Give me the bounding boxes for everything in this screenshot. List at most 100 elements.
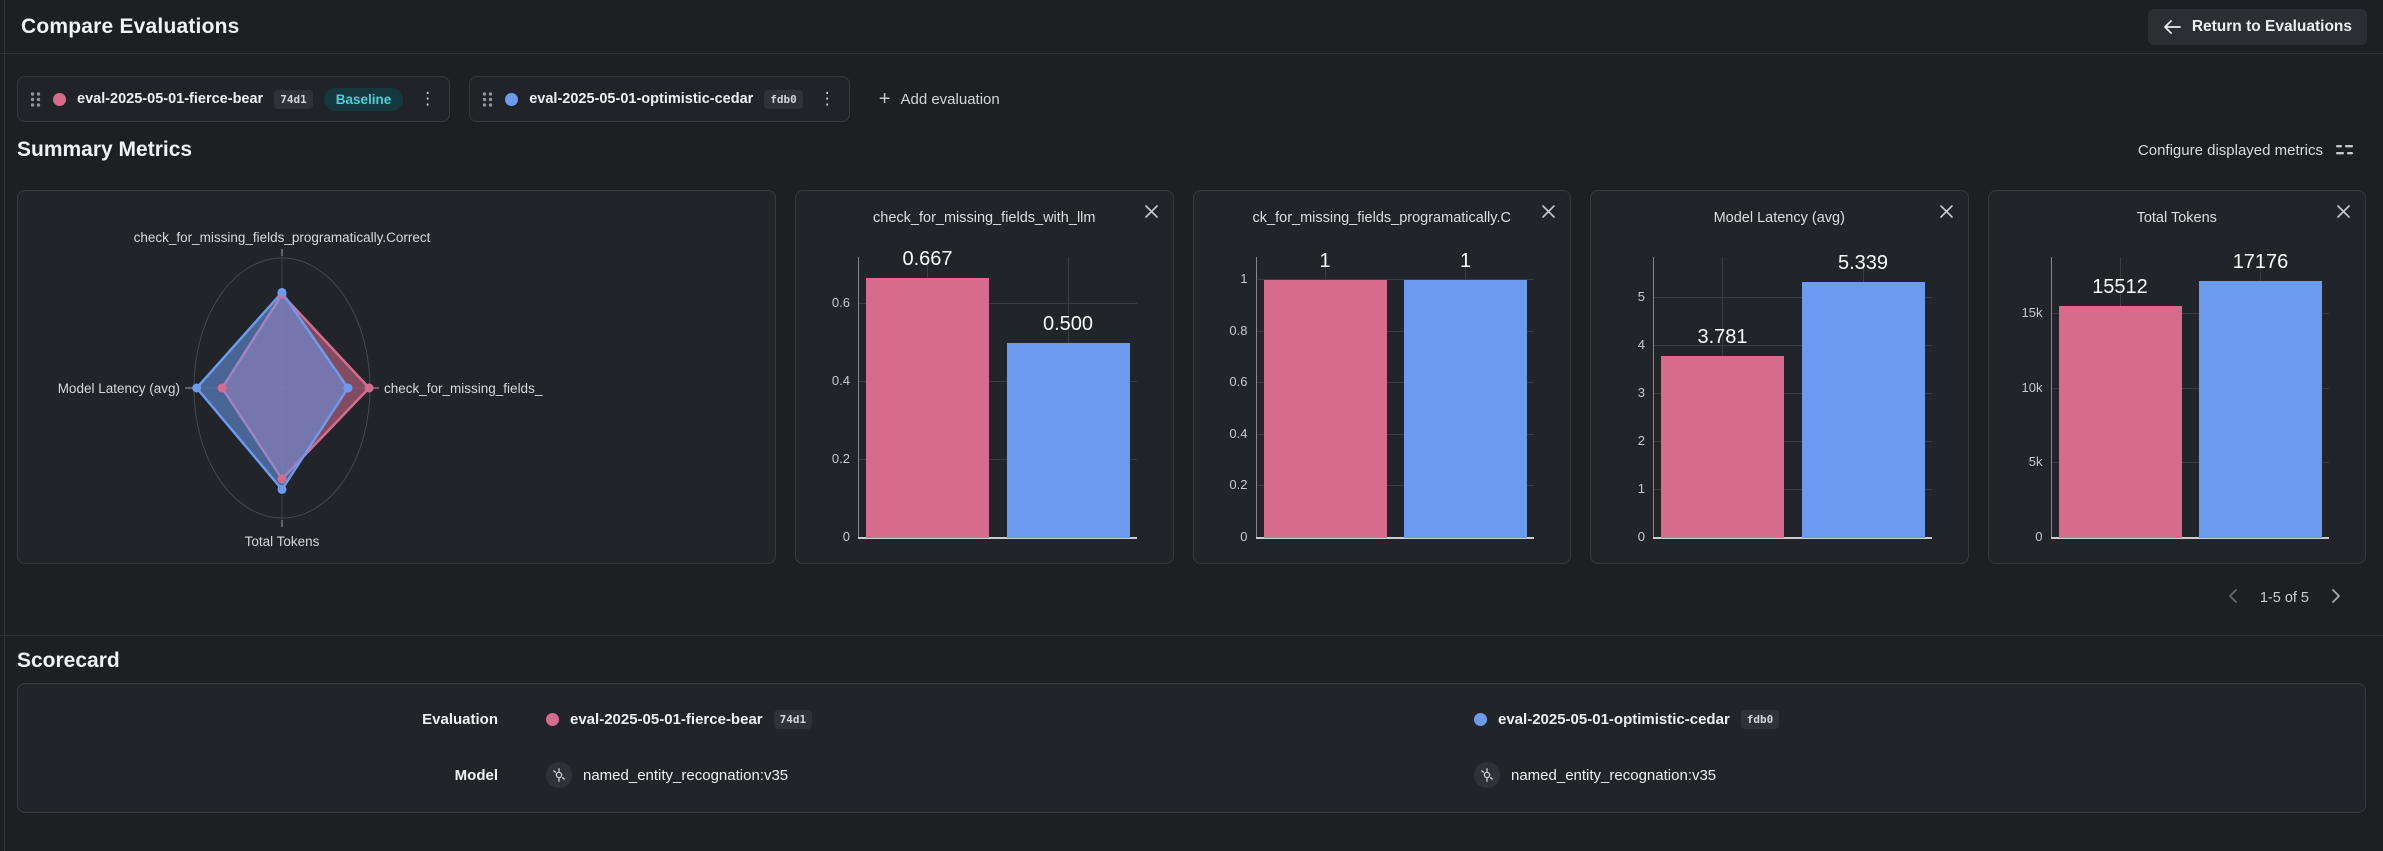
chart-title: check_for_missing_fields_with_llm	[796, 210, 1173, 226]
model-link[interactable]: named_entity_recognation:v35	[1511, 766, 1717, 784]
radar-vertex-dot	[277, 484, 287, 494]
gridline	[1255, 382, 1534, 384]
kebab-menu-button[interactable]: ⋮	[414, 89, 441, 109]
y-axis-line	[858, 257, 859, 538]
chart-title-text: ck_for_missing_fields_programatically.C	[1252, 210, 1511, 226]
gridline	[858, 302, 1137, 304]
configure-displayed-metrics-button[interactable]: Configure displayed metrics	[2132, 141, 2360, 160]
chart-title: ck_for_missing_fields_programatically.C	[1194, 210, 1571, 226]
plus-icon: +	[878, 88, 891, 110]
bar-value-label: 0.500	[1042, 312, 1094, 335]
x-axis-line	[1255, 537, 1534, 539]
gridline	[1653, 440, 1932, 442]
metric-chart-card: Model Latency (avg) 3.781 5.339 0 1 2 3 4 5	[1590, 190, 1969, 564]
close-icon	[1939, 205, 1953, 218]
evaluation-hash-badge: fdb0	[764, 89, 803, 109]
gridline	[1255, 330, 1534, 332]
metric-chart-card: ck_for_missing_fields_programatically.C 1…	[1192, 190, 1571, 564]
pagination-prev-button[interactable]	[2226, 586, 2240, 609]
scorecard-model-row: Model named_entity_recognation:v35 named_e…	[18, 747, 2365, 803]
gridline	[1653, 488, 1932, 490]
left-rail-divider	[4, 0, 5, 851]
close-chart-button[interactable]	[1537, 200, 1560, 226]
bar-comparison	[1404, 280, 1527, 538]
y-tick-label: 0	[1240, 529, 1248, 544]
scorecard-model-cell: named_entity_recognation:v35	[498, 762, 1426, 788]
bar-baseline	[866, 277, 989, 538]
y-tick-label: 0.4	[1229, 425, 1248, 441]
y-tick-label: 2	[1637, 432, 1645, 448]
bar-baseline	[2058, 306, 2182, 538]
y-tick-label: 0.6	[1229, 374, 1248, 390]
pagination-next-button[interactable]	[2329, 586, 2343, 609]
evaluation-hash-badge: 74d1	[773, 709, 813, 729]
y-axis-line	[1653, 257, 1654, 538]
radar-vertex-dot	[343, 383, 353, 393]
metric-chart-card: check_for_missing_fields_with_llm 0.667 0.…	[795, 190, 1174, 564]
evaluation-link[interactable]: eval-2025-05-01-optimistic-cedar	[1498, 710, 1730, 728]
evaluation-link[interactable]: eval-2025-05-01-fierce-bear	[570, 710, 763, 728]
radar-vertex-dot	[217, 383, 227, 393]
chart-title: Model Latency (avg)	[1591, 210, 1968, 226]
kebab-menu-button[interactable]: ⋮	[814, 89, 841, 109]
radar-vertex-dot	[364, 383, 374, 393]
add-evaluation-label: Add evaluation	[900, 90, 1000, 108]
scorecard-row-label: Model	[454, 766, 498, 784]
bar-baseline	[1661, 356, 1784, 538]
scorecard-model-cell: named_entity_recognation:v35	[1426, 762, 2365, 788]
radar-axis-label: Total Tokens	[245, 534, 320, 549]
y-tick-label: 15k	[2021, 304, 2043, 320]
radar-axis-label: Model Latency (avg)	[58, 381, 180, 396]
y-tick-label: 5k	[2028, 454, 2043, 470]
radar-axis-label: check_for_missing_fields_programatically…	[134, 230, 431, 245]
scorecard-evaluation-row: Evaluation eval-2025-05-01-fierce-bear 74d…	[18, 691, 2365, 747]
gridline	[2050, 387, 2329, 389]
close-icon	[2337, 205, 2350, 218]
scorecard-title: Scorecard	[17, 649, 120, 672]
radar-chart: check_for_missing_fields_programatically…	[58, 230, 543, 549]
evaluation-hash-badge: fdb0	[1740, 709, 1780, 729]
chart-title-text: Total Tokens	[2136, 210, 2217, 226]
model-link[interactable]: named_entity_recognation:v35	[583, 766, 789, 784]
evaluation-color-dot	[1474, 712, 1487, 726]
gridline	[1653, 344, 1932, 346]
close-chart-button[interactable]	[1935, 200, 1958, 226]
evaluation-pill[interactable]: eval-2025-05-01-optimistic-cedar fdb0 ⋮	[469, 76, 850, 122]
drag-handle-icon[interactable]	[29, 90, 42, 109]
gridline	[1255, 433, 1534, 435]
drag-handle-icon[interactable]	[481, 90, 494, 109]
chart-title-text: check_for_missing_fields_with_llm	[873, 210, 1096, 226]
model-icon	[1474, 762, 1500, 788]
y-axis-line	[2050, 257, 2052, 538]
evaluation-color-dot	[505, 92, 519, 106]
x-axis-line	[1653, 537, 1932, 539]
baseline-badge: Baseline	[323, 87, 404, 111]
y-tick-label: 0	[1637, 529, 1645, 544]
chart-plot-area: 3.781 5.339	[1653, 252, 1932, 539]
evaluation-name: eval-2025-05-01-fierce-bear	[77, 91, 264, 107]
radar-vertex-dot	[277, 287, 287, 297]
y-tick-label: 0	[2035, 529, 2043, 544]
bar-value-label: 5.339	[1837, 251, 1889, 274]
y-tick-label: 0.2	[831, 450, 850, 466]
bar-value-label: 1	[1459, 250, 1472, 273]
return-to-evaluations-button[interactable]: Return to Evaluations	[2147, 8, 2367, 45]
page-header: Compare Evaluations Return to Evaluation…	[0, 0, 2383, 54]
radar-vertex-dot	[277, 474, 287, 484]
evaluation-pill[interactable]: eval-2025-05-01-fierce-bear 74d1 Baseline ⋮	[17, 76, 451, 122]
close-icon	[1144, 205, 1158, 218]
bar-value-label: 17176	[2232, 251, 2289, 274]
y-tick-label: 0.8	[1229, 322, 1248, 338]
scorecard-table: Evaluation eval-2025-05-01-fierce-bear 74d…	[17, 683, 2366, 813]
close-chart-button[interactable]	[2332, 200, 2355, 226]
gridline	[2050, 462, 2329, 464]
close-chart-button[interactable]	[1140, 200, 1163, 226]
bar-baseline	[1263, 280, 1387, 538]
add-evaluation-button[interactable]: + Add evaluation	[869, 81, 1010, 117]
back-arrow-icon	[2163, 19, 2181, 34]
bar-comparison	[1801, 281, 1925, 538]
evaluation-color-dot	[546, 712, 559, 726]
y-axis-line	[1255, 257, 1257, 538]
scorecard-row-label: Evaluation	[422, 710, 498, 728]
